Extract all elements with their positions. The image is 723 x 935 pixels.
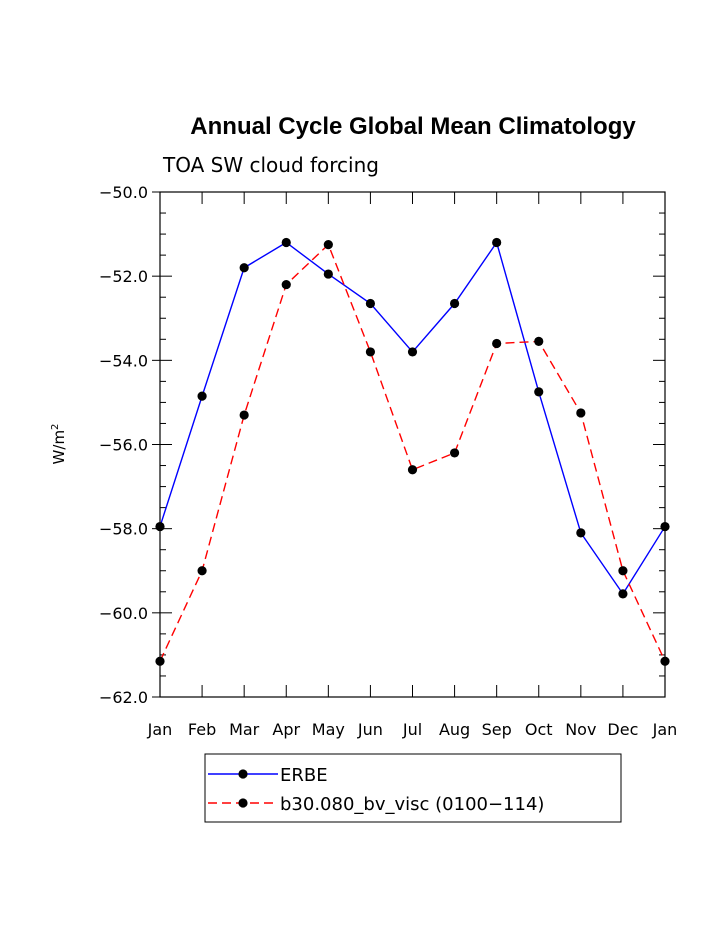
y-tick-label: −58.0 bbox=[99, 520, 148, 539]
y-tick-label: −60.0 bbox=[99, 604, 148, 623]
y-tick-labels: −62.0 −60.0 −58.0 −56.0 −54.0 −52.0 −50.0 bbox=[99, 183, 148, 707]
axis-ticks bbox=[152, 191, 666, 698]
data-point-s1-5 bbox=[365, 347, 376, 357]
data-point-s1-1 bbox=[197, 566, 207, 576]
data-point-s0-4 bbox=[323, 269, 333, 279]
series-line-1 bbox=[159, 243, 666, 662]
y-tick-label: −62.0 bbox=[99, 688, 148, 707]
x-tick-label: Oct bbox=[525, 720, 553, 739]
chart-subtitle: TOA SW cloud forcing bbox=[162, 153, 379, 177]
legend-label-erbe: ERBE bbox=[280, 765, 328, 786]
data-point-s1-4 bbox=[323, 240, 333, 250]
y-axis-label: W/m2 bbox=[50, 424, 68, 465]
x-tick-label: Mar bbox=[229, 720, 260, 739]
data-point-s1-2 bbox=[239, 410, 249, 420]
data-point-s1-12 bbox=[660, 656, 670, 666]
data-point-s1-7 bbox=[449, 448, 460, 458]
data-point-s1-10 bbox=[576, 408, 586, 418]
chart-title: Annual Cycle Global Mean Climatology bbox=[190, 113, 636, 140]
series-line-0 bbox=[159, 240, 666, 596]
data-point-s0-1 bbox=[197, 391, 207, 401]
data-point-s0-10 bbox=[576, 528, 586, 538]
data-point-s1-3 bbox=[281, 279, 291, 290]
svg-text:W/m2: W/m2 bbox=[50, 424, 68, 465]
data-point-s1-8 bbox=[492, 338, 502, 349]
x-tick-label: Jan bbox=[147, 720, 173, 739]
x-tick-label: Sep bbox=[482, 720, 512, 739]
data-point-s0-0 bbox=[155, 521, 165, 532]
data-point-s1-11 bbox=[618, 566, 628, 576]
x-tick-label: Jun bbox=[357, 720, 383, 739]
x-tick-label: Dec bbox=[607, 720, 638, 739]
x-tick-labels: Jan Feb Mar Apr May Jun Jul Aug Sep Oct Nov Dec Jan bbox=[147, 720, 678, 739]
data-point-s1-6 bbox=[407, 465, 418, 475]
y-axis-label-text: W/m bbox=[50, 430, 68, 465]
series-group bbox=[155, 237, 670, 666]
x-tick-label: Nov bbox=[565, 720, 596, 739]
x-tick-label: May bbox=[312, 720, 345, 739]
data-point-s0-5 bbox=[365, 298, 376, 309]
legend: ERBE b30.080_bv_visc (0100−114) bbox=[204, 753, 622, 823]
data-point-s0-6 bbox=[407, 347, 418, 357]
x-tick-label: Apr bbox=[272, 720, 300, 739]
x-tick-label: Jan bbox=[652, 720, 678, 739]
y-tick-label: −52.0 bbox=[99, 267, 148, 286]
data-point-s0-7 bbox=[449, 298, 460, 309]
y-axis-label-superscript: 2 bbox=[50, 424, 61, 430]
data-point-s1-0 bbox=[155, 656, 165, 666]
legend-marker-erbe bbox=[238, 769, 248, 779]
x-tick-label: Jul bbox=[402, 720, 422, 739]
data-point-s0-12 bbox=[660, 521, 670, 532]
data-point-s1-9 bbox=[534, 336, 544, 346]
legend-marker-model bbox=[238, 798, 248, 808]
x-tick-label: Aug bbox=[439, 720, 470, 739]
data-point-s0-11 bbox=[618, 589, 628, 599]
legend-box bbox=[204, 753, 622, 823]
y-tick-label: −50.0 bbox=[99, 183, 148, 202]
y-tick-label: −54.0 bbox=[99, 351, 148, 370]
legend-label-model: b30.080_bv_visc (0100−114) bbox=[280, 794, 544, 815]
data-point-s0-3 bbox=[281, 237, 291, 248]
data-point-s0-2 bbox=[239, 263, 249, 273]
data-point-s0-9 bbox=[534, 387, 544, 397]
y-tick-label: −56.0 bbox=[99, 436, 148, 455]
data-point-s0-8 bbox=[492, 237, 502, 248]
x-tick-label: Feb bbox=[188, 720, 216, 739]
